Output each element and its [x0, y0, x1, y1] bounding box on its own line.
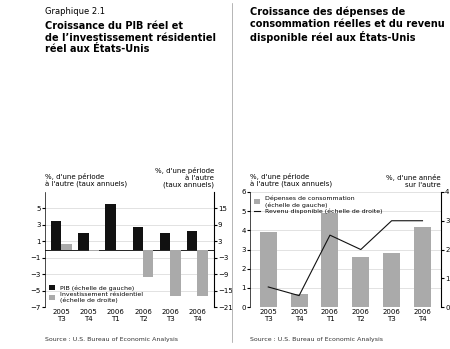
Text: %, d'une période
à l'autre
(taux annuels): %, d'une période à l'autre (taux annuels… — [154, 167, 214, 188]
Text: Croissance du PIB réel et
de l’investissement résidentiel
réel aux États-Unis: Croissance du PIB réel et de l’investiss… — [45, 21, 216, 54]
Bar — [78, 233, 89, 250]
Bar — [352, 257, 369, 307]
Bar — [143, 250, 153, 277]
Legend: Dépenses de consommation
(échelle de gauche), Revenu disponible (échelle de droi: Dépenses de consommation (échelle de gau… — [253, 195, 383, 215]
Text: Graphique 2.1: Graphique 2.1 — [45, 7, 105, 16]
Legend: PIB (échelle de gauche), Investissement résidentiel
(échelle de droite): PIB (échelle de gauche), Investissement … — [48, 284, 144, 304]
Text: %, d'une période
à l'autre (taux annuels): %, d'une période à l'autre (taux annuels… — [45, 173, 127, 188]
Bar — [133, 227, 143, 250]
Text: Source : U.S. Bureau of Economic Analysis: Source : U.S. Bureau of Economic Analysi… — [45, 337, 178, 342]
Bar — [105, 204, 116, 250]
Bar — [198, 250, 208, 296]
Bar — [321, 213, 338, 307]
Text: Croissance des dépenses de
consommation réelles et du revenu
disponible réel aux: Croissance des dépenses de consommation … — [250, 7, 445, 43]
Text: Source : U.S. Bureau of Economic Analysis: Source : U.S. Bureau of Economic Analysi… — [250, 337, 383, 342]
Bar — [291, 294, 308, 307]
Bar — [51, 221, 61, 250]
Bar — [89, 250, 99, 251]
Bar — [260, 232, 277, 307]
Bar — [187, 231, 198, 250]
Bar — [61, 244, 72, 250]
Text: %, d'une période
à l'autre (taux annuels): %, d'une période à l'autre (taux annuels… — [250, 173, 332, 188]
Bar — [160, 233, 170, 250]
Bar — [414, 227, 431, 307]
Text: %, d'une année
sur l'autre: %, d'une année sur l'autre — [387, 174, 441, 188]
Bar — [170, 250, 180, 296]
Bar — [383, 253, 400, 307]
